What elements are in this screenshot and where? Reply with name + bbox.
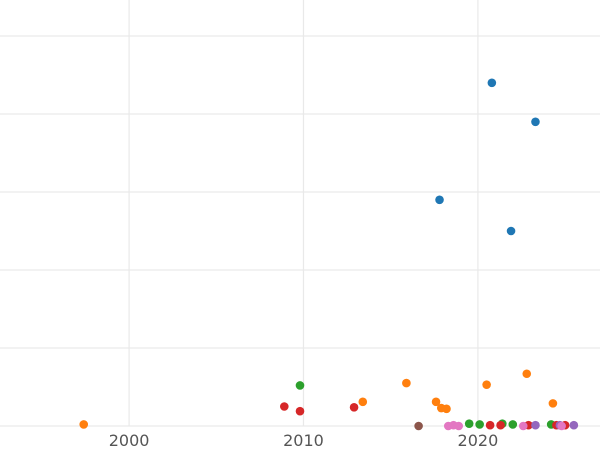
data-point: [496, 420, 505, 430]
data-point: [295, 406, 305, 416]
data-point: [569, 420, 579, 430]
data-point: [482, 380, 491, 389]
data-point: [475, 420, 484, 429]
data-point: [557, 421, 566, 431]
data-point: [414, 421, 423, 431]
data-point: [548, 399, 558, 408]
data-point: [506, 226, 516, 236]
data-point: [295, 381, 305, 390]
grid-lines: [0, 0, 600, 427]
x-axis-tick-labels: 2000 2010 2020: [109, 431, 499, 450]
x-tick-label: 2010: [283, 431, 324, 450]
data-point: [358, 397, 368, 407]
data-point: [522, 369, 532, 379]
data-point: [531, 117, 540, 127]
data-point: [280, 402, 289, 411]
data-point: [442, 404, 451, 414]
data-point: [487, 78, 497, 88]
data-point: [402, 378, 411, 388]
data-point: [431, 397, 441, 407]
data-point: [454, 421, 464, 431]
data-point: [464, 419, 474, 428]
data-points: [79, 78, 579, 431]
data-point: [435, 195, 444, 205]
data-point: [79, 420, 89, 429]
data-point: [518, 421, 528, 431]
data-point: [349, 402, 359, 412]
data-point: [485, 420, 495, 430]
x-tick-label: 2020: [458, 431, 499, 450]
data-point: [531, 420, 540, 430]
x-tick-label: 2000: [109, 431, 150, 450]
data-point: [508, 420, 518, 429]
